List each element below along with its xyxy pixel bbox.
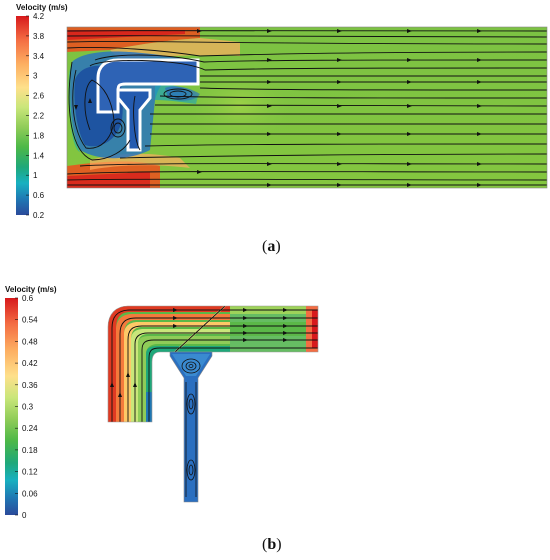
colorbar-tick-label: 0.6 [33,191,45,200]
colorbar-tick-label: 4.2 [33,12,45,21]
colorbar-b-ticks: 0.6 0.54 0.48 0.42 0.36 0.3 0.24 0.18 0.12 0.06 0 [15,294,38,520]
colorbar-tick-label: 0.24 [22,424,38,433]
colorbar-tick-label: 3.8 [33,32,45,41]
colorbar-tick-label: 1.4 [33,151,45,160]
colorbar-tick-label: 0 [22,511,27,520]
panel-b-caption: (b) [262,536,282,553]
panel-a-caption: (a) [262,238,281,255]
colorbar-b-title: Velocity (m/s) [5,285,57,294]
colorbar-tick-label: 2.6 [33,92,45,101]
colorbar-b [5,298,18,515]
colorbar-tick-label: 0.06 [22,489,38,498]
colorbar-tick-label: 1.8 [33,131,45,140]
colorbar-tick-label: 0.3 [22,403,34,412]
colorbar-tick-label: 0.54 [22,316,38,325]
colorbar-tick-label: 0.18 [22,446,38,455]
colorbar-tick-label: 0.12 [22,468,38,477]
colorbar-tick-label: 2.2 [33,112,45,121]
panel-b: Velocity (m/s) 0.6 0.54 0.48 0.42 0.36 0.3 0.2… [0,282,550,560]
streamline-arrows-a [74,29,482,187]
colorbar-a-title: Velocity (m/s) [16,3,68,12]
panel-b-figure: Velocity (m/s) 0.6 0.54 0.48 0.42 0.36 0.3 0.2… [5,285,319,520]
panel-a-figure: Velocity (m/s) 4.2 3.8 3.4 3 2.6 2.2 1.8 1.4 1 0.… [16,3,548,220]
colorbar-tick-label: 0.42 [22,359,38,368]
colorbar-tick-label: 0.6 [22,294,34,303]
colorbar-tick-label: 3 [33,72,38,81]
colorbar-tick-label: 0.2 [33,211,45,220]
panel-a: Velocity (m/s) 4.2 3.8 3.4 3 2.6 2.2 1.8 1.4 1 0.… [0,0,550,262]
colorbar-a-ticks: 4.2 3.8 3.4 3 2.6 2.2 1.8 1.4 1 0.6 0.2 [26,12,45,220]
colorbar-tick-label: 0.36 [22,381,38,390]
y-branch-b [169,351,213,503]
flow-field-a [67,27,547,188]
colorbar-a [16,16,29,215]
colorbar-tick-label: 3.4 [33,52,45,61]
colorbar-tick-label: 0.48 [22,337,38,346]
streamlines-a [67,30,547,186]
colorbar-tick-label: 1 [33,171,38,180]
flow-field-b [108,306,318,422]
